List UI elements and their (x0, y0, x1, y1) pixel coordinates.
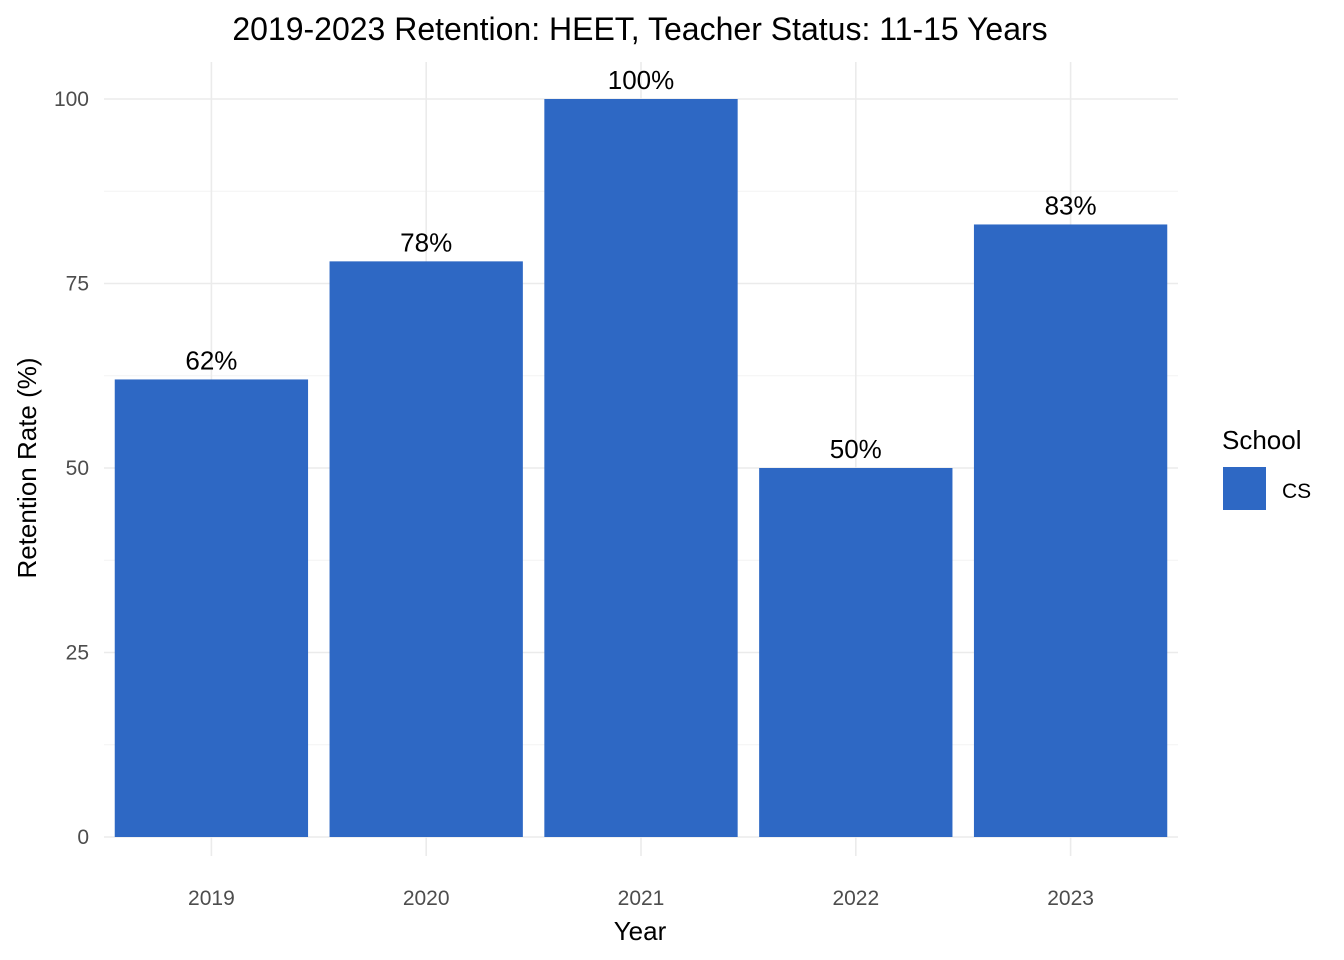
x-tick-label: 2022 (832, 887, 879, 910)
x-tick-label: 2023 (1047, 887, 1094, 910)
legend: School CS (1222, 425, 1311, 510)
y-tick-label: 25 (66, 642, 89, 665)
bars (114, 99, 1168, 837)
legend-swatch (1223, 467, 1266, 510)
y-axis-title: Retention Rate (%) (12, 357, 42, 578)
data-label-2021: 100% (608, 65, 675, 95)
y-tick-label: 100 (54, 88, 89, 111)
bar-2020 (329, 261, 523, 837)
data-label-2019: 62% (185, 345, 237, 375)
x-tick-label: 2021 (618, 887, 665, 910)
x-tick-label: 2020 (403, 887, 450, 910)
y-tick-label: 75 (66, 273, 89, 296)
y-tick-label: 50 (66, 457, 89, 480)
x-tick-label: 2019 (188, 887, 235, 910)
x-axis-title: Year (614, 916, 667, 946)
data-label-2023: 83% (1045, 190, 1097, 220)
y-tick-label: 0 (77, 826, 89, 849)
x-axis-ticks: 2019 2020 2021 2022 2023 (188, 887, 1094, 910)
bar-2022 (759, 468, 953, 837)
chart-title: 2019-2023 Retention: HEET, Teacher Statu… (232, 11, 1047, 47)
y-axis-ticks: 0 25 50 75 100 (54, 88, 89, 849)
legend-title: School (1222, 425, 1302, 455)
data-label-2020: 78% (400, 227, 452, 257)
data-label-2022: 50% (830, 434, 882, 464)
bar-2021 (544, 99, 738, 837)
bar-2019 (114, 379, 309, 837)
legend-label-cs: CS (1282, 480, 1311, 503)
data-labels: 62% 78% 100% 50% 83% (185, 65, 1096, 464)
bar-2023 (973, 224, 1168, 837)
